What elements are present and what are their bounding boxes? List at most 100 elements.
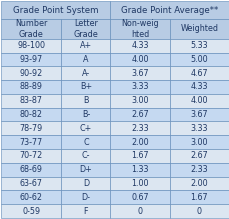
Text: 70-72: 70-72 bbox=[20, 151, 43, 160]
Text: 5.33: 5.33 bbox=[190, 41, 207, 50]
Text: 98-100: 98-100 bbox=[17, 41, 45, 50]
Text: 4.33: 4.33 bbox=[190, 83, 207, 92]
Bar bbox=[169, 53, 228, 66]
Text: 1.67: 1.67 bbox=[190, 193, 207, 202]
Bar bbox=[61, 80, 110, 94]
Text: C+: C+ bbox=[79, 124, 92, 133]
Bar bbox=[110, 204, 169, 218]
Text: 60-62: 60-62 bbox=[20, 193, 43, 202]
Text: A-: A- bbox=[82, 69, 90, 78]
Text: 3.67: 3.67 bbox=[190, 110, 207, 119]
Text: Grade Point System: Grade Point System bbox=[13, 5, 98, 15]
Text: Letter
Grade: Letter Grade bbox=[73, 19, 98, 39]
Text: Non-weig
hted: Non-weig hted bbox=[121, 19, 158, 39]
Bar bbox=[169, 190, 228, 204]
Text: 0-59: 0-59 bbox=[22, 207, 40, 215]
Bar bbox=[169, 80, 228, 94]
Bar bbox=[110, 66, 169, 80]
Bar bbox=[169, 177, 228, 190]
Bar bbox=[61, 149, 110, 163]
Bar bbox=[1, 108, 61, 122]
Text: 2.67: 2.67 bbox=[131, 110, 148, 119]
Bar bbox=[61, 122, 110, 135]
Text: C-: C- bbox=[81, 151, 90, 160]
Text: 3.33: 3.33 bbox=[190, 124, 207, 133]
Text: 2.00: 2.00 bbox=[190, 179, 207, 188]
Bar bbox=[1, 53, 61, 66]
Bar bbox=[61, 39, 110, 53]
Text: Number
Grade: Number Grade bbox=[15, 19, 47, 39]
Text: B: B bbox=[83, 96, 88, 105]
Bar bbox=[169, 163, 228, 177]
Text: 2.67: 2.67 bbox=[190, 151, 207, 160]
Bar bbox=[1, 177, 61, 190]
Bar bbox=[110, 177, 169, 190]
Text: 68-69: 68-69 bbox=[20, 165, 43, 174]
Text: 2.33: 2.33 bbox=[131, 124, 148, 133]
Text: 4.00: 4.00 bbox=[190, 96, 207, 105]
Bar bbox=[110, 80, 169, 94]
Text: 80-82: 80-82 bbox=[20, 110, 43, 119]
Text: B+: B+ bbox=[79, 83, 92, 92]
Bar bbox=[61, 53, 110, 66]
Text: 0.67: 0.67 bbox=[131, 193, 148, 202]
Bar bbox=[1, 19, 61, 39]
Bar bbox=[169, 19, 228, 39]
Text: 2.33: 2.33 bbox=[190, 165, 207, 174]
Text: F: F bbox=[83, 207, 88, 215]
Text: D: D bbox=[82, 179, 89, 188]
Text: A+: A+ bbox=[79, 41, 92, 50]
Bar bbox=[1, 190, 61, 204]
Text: 78-79: 78-79 bbox=[20, 124, 43, 133]
Text: C: C bbox=[83, 138, 88, 147]
Bar bbox=[1, 163, 61, 177]
Bar bbox=[1, 204, 61, 218]
Bar bbox=[61, 190, 110, 204]
Bar bbox=[1, 135, 61, 149]
Text: 88-89: 88-89 bbox=[20, 83, 43, 92]
Bar bbox=[169, 204, 228, 218]
Text: D+: D+ bbox=[79, 165, 92, 174]
Bar bbox=[61, 94, 110, 108]
Text: 3.00: 3.00 bbox=[131, 96, 148, 105]
Bar bbox=[110, 108, 169, 122]
Bar bbox=[61, 135, 110, 149]
Text: Weighted: Weighted bbox=[180, 24, 217, 34]
Bar bbox=[110, 1, 228, 19]
Bar bbox=[61, 108, 110, 122]
Text: B-: B- bbox=[82, 110, 90, 119]
Bar bbox=[169, 108, 228, 122]
Bar bbox=[61, 204, 110, 218]
Bar bbox=[110, 149, 169, 163]
Bar bbox=[169, 94, 228, 108]
Bar bbox=[110, 39, 169, 53]
Text: 0: 0 bbox=[196, 207, 201, 215]
Bar bbox=[1, 1, 110, 19]
Bar bbox=[110, 135, 169, 149]
Text: 4.67: 4.67 bbox=[190, 69, 207, 78]
Text: 1.67: 1.67 bbox=[131, 151, 148, 160]
Text: 4.33: 4.33 bbox=[131, 41, 148, 50]
Text: 1.00: 1.00 bbox=[131, 179, 148, 188]
Bar bbox=[110, 53, 169, 66]
Text: 5.00: 5.00 bbox=[190, 55, 207, 64]
Text: 83-87: 83-87 bbox=[20, 96, 43, 105]
Bar bbox=[110, 122, 169, 135]
Text: 73-77: 73-77 bbox=[20, 138, 43, 147]
Text: A: A bbox=[83, 55, 88, 64]
Bar bbox=[61, 177, 110, 190]
Text: 90-92: 90-92 bbox=[20, 69, 43, 78]
Text: 3.33: 3.33 bbox=[131, 83, 148, 92]
Bar bbox=[1, 94, 61, 108]
Bar bbox=[110, 163, 169, 177]
Text: D-: D- bbox=[81, 193, 90, 202]
Bar bbox=[61, 19, 110, 39]
Bar bbox=[1, 149, 61, 163]
Bar bbox=[169, 66, 228, 80]
Text: Grade Point Average**: Grade Point Average** bbox=[120, 5, 217, 15]
Bar bbox=[169, 39, 228, 53]
Text: 3.67: 3.67 bbox=[131, 69, 148, 78]
Text: 1.33: 1.33 bbox=[131, 165, 148, 174]
Text: 4.00: 4.00 bbox=[131, 55, 148, 64]
Bar bbox=[61, 163, 110, 177]
